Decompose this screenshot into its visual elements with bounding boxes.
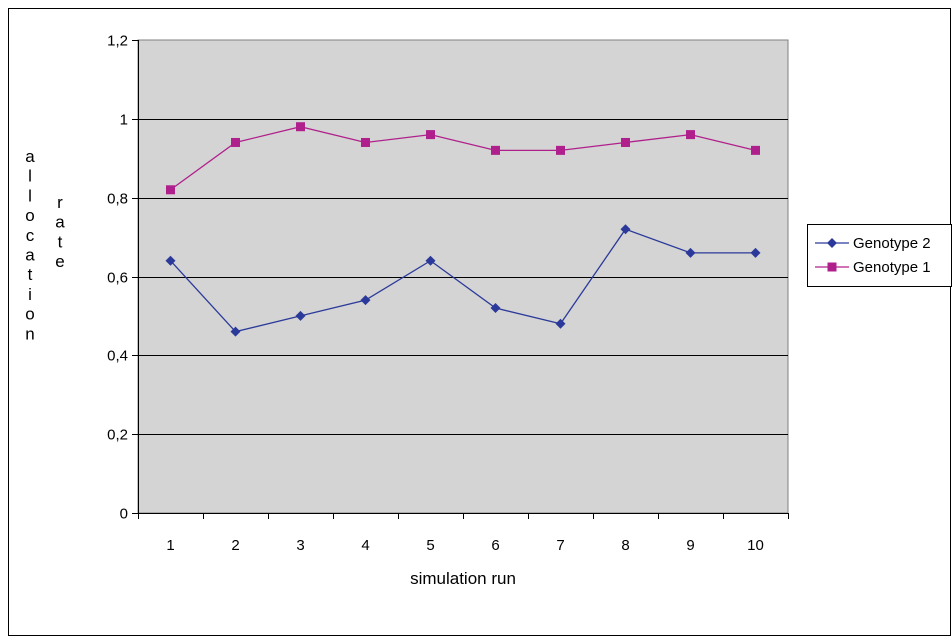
y-axis-title-letter: o	[25, 206, 34, 225]
data-point	[556, 145, 565, 155]
data-point	[751, 145, 760, 155]
grid-lines	[138, 119, 788, 435]
data-point	[686, 130, 695, 140]
series-group	[166, 122, 760, 195]
y-tick-label: 0,2	[107, 427, 128, 444]
y-tick-label: 0,6	[107, 270, 128, 287]
legend-entry: Genotype 2	[815, 235, 931, 252]
legend-label: Genotype 2	[853, 235, 931, 252]
y-tick-label: 0,8	[107, 191, 128, 208]
x-tick-label: 10	[747, 537, 764, 554]
y-axis-title-letter: l	[28, 186, 32, 205]
y-axis-title-letter: i	[28, 285, 32, 304]
legend-entry: Genotype 1	[815, 259, 931, 276]
series-line	[170, 126, 756, 191]
data-point	[750, 247, 761, 258]
data-point	[620, 224, 631, 235]
y-axis-title-letter: o	[25, 305, 34, 324]
x-tick-label: 2	[231, 537, 239, 554]
y-axis-title-letter: l	[28, 167, 32, 186]
data-point	[296, 122, 305, 132]
x-tick-label: 8	[621, 537, 629, 554]
data-point	[555, 318, 566, 329]
axes: 0 0,2 0,4 0,6 0,8 1 1,2 1 2 3 4 5 6 7 8 9 10	[107, 33, 789, 554]
data-point	[490, 303, 501, 314]
y-axis-title-letter: a	[25, 246, 35, 265]
series-line	[170, 228, 756, 333]
legend-marker	[827, 238, 837, 248]
legend-label: Genotype 1	[853, 259, 931, 276]
data-point	[295, 310, 306, 321]
y-axis-title-letter: n	[25, 324, 34, 343]
y-axis-title-letter: r	[57, 193, 63, 212]
x-tick-label: 7	[556, 537, 564, 554]
y-axis-title-letter: e	[55, 252, 64, 271]
y-axis-title-letter: c	[26, 226, 35, 245]
plot-area	[137, 39, 789, 514]
x-axis-title: simulation run	[410, 569, 516, 588]
data-point	[685, 247, 696, 258]
series-group	[165, 224, 761, 337]
y-axis-title-letter: a	[55, 213, 65, 232]
x-tick-label: 9	[686, 537, 694, 554]
x-tick-label: 5	[426, 537, 434, 554]
legend: Genotype 2 Genotype 1	[807, 224, 952, 287]
legend-box	[807, 224, 952, 287]
legend-marker	[827, 262, 837, 272]
x-tick-label: 4	[361, 537, 369, 554]
data-point	[426, 130, 435, 140]
data-point	[231, 137, 240, 147]
y-axis-title-letter: a	[25, 147, 35, 166]
x-tick-label: 3	[296, 537, 304, 554]
data-point	[491, 145, 500, 155]
data-point	[425, 255, 436, 266]
data-point	[166, 185, 175, 195]
data-point	[361, 137, 370, 147]
y-tick-label: 1,2	[107, 33, 128, 50]
x-tick-label: 6	[491, 537, 499, 554]
y-axis-title-letter: t	[58, 232, 63, 251]
y-axis-title-letter: t	[28, 265, 33, 284]
data-point	[230, 326, 241, 337]
series-layer	[165, 122, 761, 337]
y-tick-label: 1	[120, 112, 128, 129]
data-point	[360, 295, 371, 306]
x-tick-label: 1	[166, 537, 174, 554]
data-point	[165, 255, 176, 266]
y-tick-label: 0	[120, 506, 128, 523]
y-tick-label: 0,4	[107, 348, 128, 365]
data-point	[621, 137, 630, 147]
